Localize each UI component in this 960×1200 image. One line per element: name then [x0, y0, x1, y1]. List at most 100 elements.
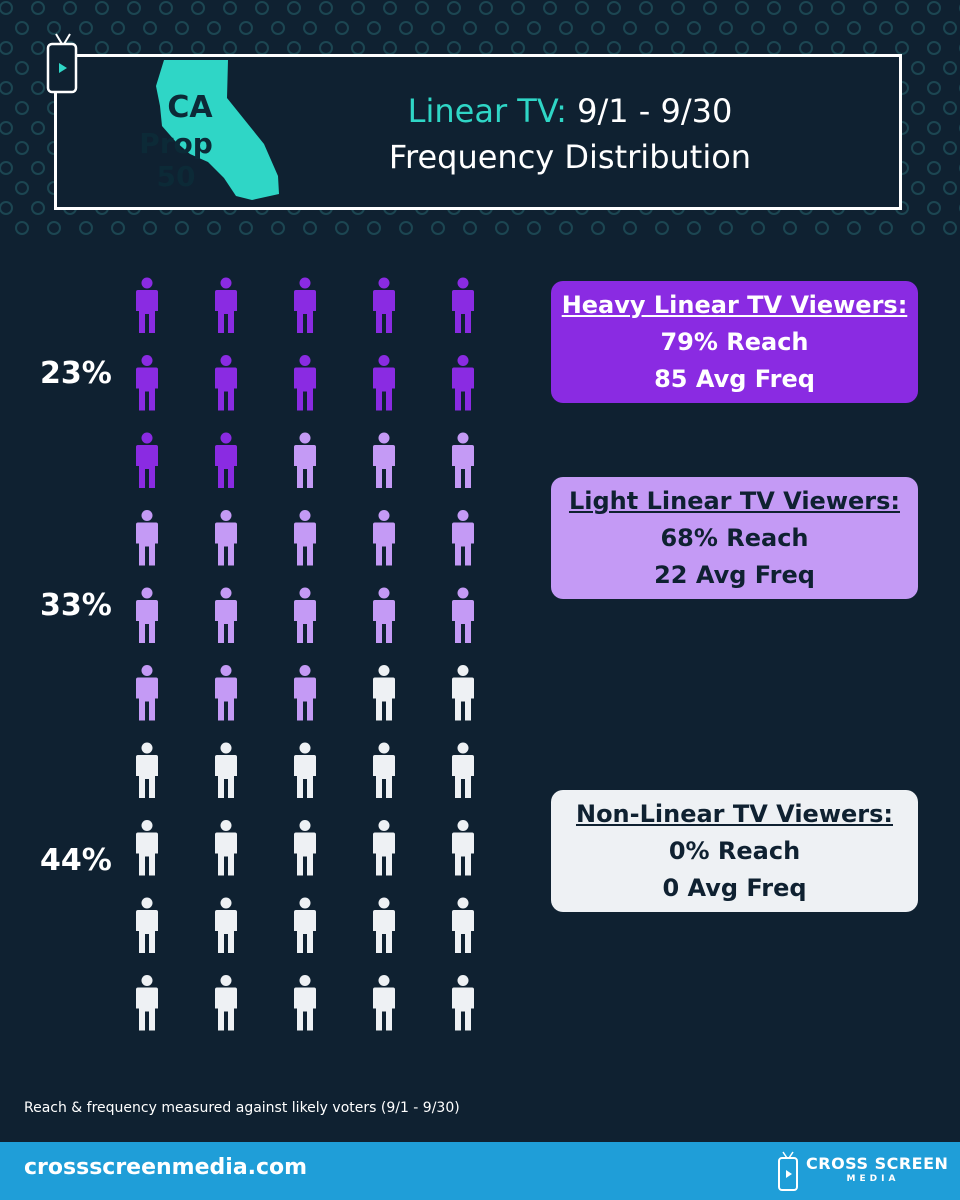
footer-bar: crossscreenmedia.com CROSS SCREEN MEDIA: [0, 1142, 960, 1200]
heavy-viewers-freq: 85 Avg Freq: [654, 365, 815, 393]
pattern-ring: [143, 221, 157, 235]
pattern-ring: [271, 21, 285, 35]
non-viewers-title: Non-Linear TV Viewers:: [575, 800, 893, 828]
pattern-ring: [463, 21, 477, 35]
pattern-ring: [79, 21, 93, 35]
pattern-ring: [559, 221, 573, 235]
pattern-ring: [191, 41, 205, 55]
page-title: Linear TV: 9/1 - 9/30: [330, 92, 810, 130]
pattern-ring: [479, 1, 493, 15]
person-icon: [373, 742, 395, 798]
pattern-ring: [735, 41, 749, 55]
pattern-ring: [0, 201, 13, 215]
pattern-ring: [15, 181, 29, 195]
pattern-ring: [927, 201, 941, 215]
pattern-ring: [127, 41, 141, 55]
non-viewers-box: Non-Linear TV Viewers: 0% Reach 0 Avg Fr…: [551, 790, 918, 912]
person-icon: [136, 897, 158, 953]
pattern-ring: [687, 221, 701, 235]
pattern-ring: [31, 161, 45, 175]
website-link[interactable]: crossscreenmedia.com: [24, 1155, 308, 1180]
pattern-ring: [0, 121, 13, 135]
person-icon: [452, 897, 474, 953]
heavy-viewers-reach: 79% Reach: [660, 328, 809, 356]
person-icon: [294, 277, 316, 333]
pattern-ring: [127, 1, 141, 15]
pattern-ring: [943, 61, 957, 75]
pattern-ring: [863, 1, 877, 15]
pattern-ring: [671, 1, 685, 15]
pattern-ring: [287, 41, 301, 55]
pattern-ring: [15, 61, 29, 75]
pattern-ring: [175, 21, 189, 35]
footnote: Reach & frequency measured against likel…: [24, 1100, 460, 1116]
pattern-ring: [559, 21, 573, 35]
california-map-icon: [156, 60, 279, 200]
pattern-ring: [671, 41, 685, 55]
pattern-ring: [31, 121, 45, 135]
person-icon: [136, 587, 158, 643]
heavy-viewers-title: Heavy Linear TV Viewers:: [561, 291, 908, 319]
pattern-ring: [911, 141, 925, 155]
tv-icon: [46, 33, 78, 94]
pattern-ring: [879, 21, 893, 35]
pattern-ring: [207, 221, 221, 235]
pattern-ring: [399, 21, 413, 35]
pattern-ring: [0, 161, 13, 175]
pattern-ring: [895, 41, 909, 55]
pattern-ring: [15, 21, 29, 35]
pattern-ring: [431, 21, 445, 35]
non-viewers-reach: 0% Reach: [668, 837, 801, 865]
person-icon: [136, 510, 158, 566]
pattern-ring: [415, 41, 429, 55]
pattern-ring: [943, 101, 957, 115]
pattern-ring: [575, 1, 589, 15]
pattern-ring: [0, 1, 13, 15]
pattern-ring: [591, 21, 605, 35]
person-icon: [294, 975, 316, 1031]
percent-label-non: 44%: [40, 843, 112, 878]
person-icon: [294, 742, 316, 798]
pattern-ring: [655, 21, 669, 35]
pattern-ring: [63, 1, 77, 15]
pattern-ring: [511, 1, 525, 15]
pattern-ring: [639, 1, 653, 15]
pattern-ring: [527, 21, 541, 35]
pattern-ring: [927, 1, 941, 15]
pattern-ring: [399, 221, 413, 235]
pattern-ring: [847, 221, 861, 235]
pattern-ring: [15, 141, 29, 155]
person-icon: [215, 820, 237, 876]
person-icon: [373, 355, 395, 411]
person-icon: [215, 587, 237, 643]
pattern-ring: [911, 101, 925, 115]
pattern-ring: [47, 21, 61, 35]
pattern-ring: [911, 21, 925, 35]
pattern-ring: [159, 1, 173, 15]
pattern-ring: [351, 41, 365, 55]
person-icon: [136, 355, 158, 411]
person-icon: [294, 432, 316, 488]
pattern-ring: [479, 41, 493, 55]
pattern-ring: [159, 41, 173, 55]
person-icon: [452, 742, 474, 798]
pattern-ring: [719, 21, 733, 35]
pattern-ring: [351, 1, 365, 15]
pattern-ring: [95, 41, 109, 55]
person-icon: [215, 510, 237, 566]
pattern-ring: [239, 21, 253, 35]
person-icon: [452, 665, 474, 721]
pattern-ring: [0, 81, 13, 95]
pattern-ring: [543, 41, 557, 55]
page-subtitle: Frequency Distribution: [388, 138, 752, 176]
pattern-ring: [95, 1, 109, 15]
pattern-ring: [383, 41, 397, 55]
person-icon: [452, 975, 474, 1031]
pattern-ring: [31, 201, 45, 215]
title-dates: 9/1 - 9/30: [577, 92, 733, 130]
person-icon: [452, 355, 474, 411]
person-icon: [215, 897, 237, 953]
light-viewers-reach: 68% Reach: [660, 524, 809, 552]
logo-text-secondary: MEDIA: [846, 1174, 900, 1184]
person-icon: [373, 587, 395, 643]
